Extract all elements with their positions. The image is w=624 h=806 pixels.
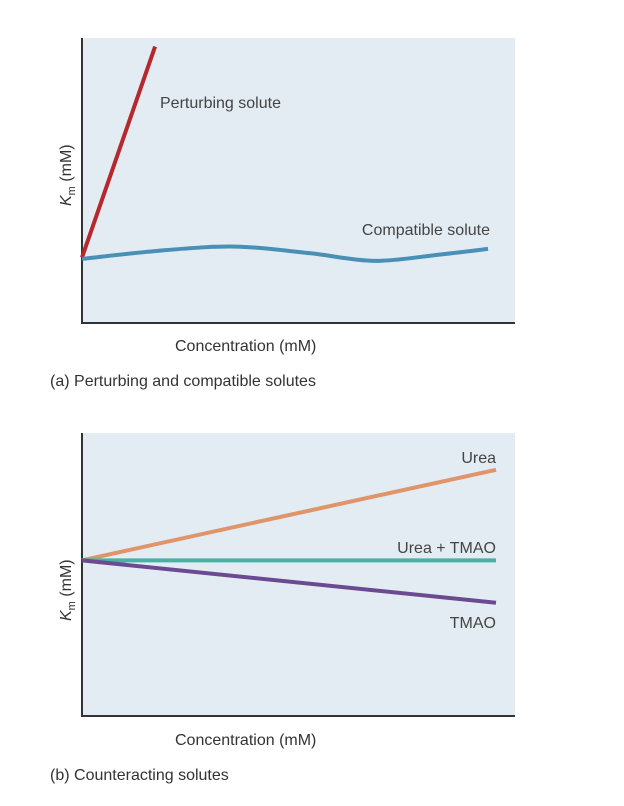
chart-b-caption: (b) Counteracting solutes [50,767,229,785]
chart-b-ylabel-rest: (mM) [58,559,75,602]
chart-a-plot-area [82,38,515,323]
chart-b-label-urea-tmao: Urea + TMAO [397,540,496,557]
chart-b-label-tmao: TMAO [450,615,496,632]
chart-b-y-axis-title: Km (mM) [58,559,78,621]
chart-a-series-compatible-solute [81,244,489,263]
chart-b-ylabel-main: K [58,610,75,621]
chart-a-caption-text: Perturbing and compatible solutes [74,373,316,390]
chart-b-series-urea [81,467,497,563]
chart-a-label-compatible-solute: Compatible solute [362,222,490,239]
chart-a-ylabel-main: K [58,195,75,206]
chart-a-caption: (a) Perturbing and compatible solutes [50,373,316,391]
chart-b-ylabel-sub: m [66,601,78,611]
chart-a-y-axis-title: Km (mM) [58,144,78,206]
chart-b-caption-text: Counteracting solutes [74,767,229,784]
chart-a-ylabel-rest: (mM) [58,144,75,187]
chart-b-series-tmao [81,558,497,605]
chart-panel-a: Perturbing solute Compatible solute Km (m… [0,0,624,400]
chart-a-svg: Perturbing solute Compatible solute [80,38,515,324]
chart-b-caption-letter: (b) [50,767,70,784]
chart-a-x-axis-title: Concentration (mM) [175,338,317,355]
chart-a-caption-letter: (a) [50,373,70,390]
chart-panel-b: Urea Urea + TMAO TMAO Km (mM) Concentratio… [0,403,624,803]
chart-b-label-urea: Urea [461,450,496,467]
chart-a-ylabel-sub: m [66,186,78,196]
chart-a-label-perturbing-solute: Perturbing solute [160,95,281,112]
chart-a-series-perturbing-solute [80,45,157,259]
chart-b-plot-area [82,433,515,716]
chart-b-svg: Urea Urea + TMAO TMAO [81,433,515,717]
chart-b-x-axis-title: Concentration (mM) [175,732,317,749]
